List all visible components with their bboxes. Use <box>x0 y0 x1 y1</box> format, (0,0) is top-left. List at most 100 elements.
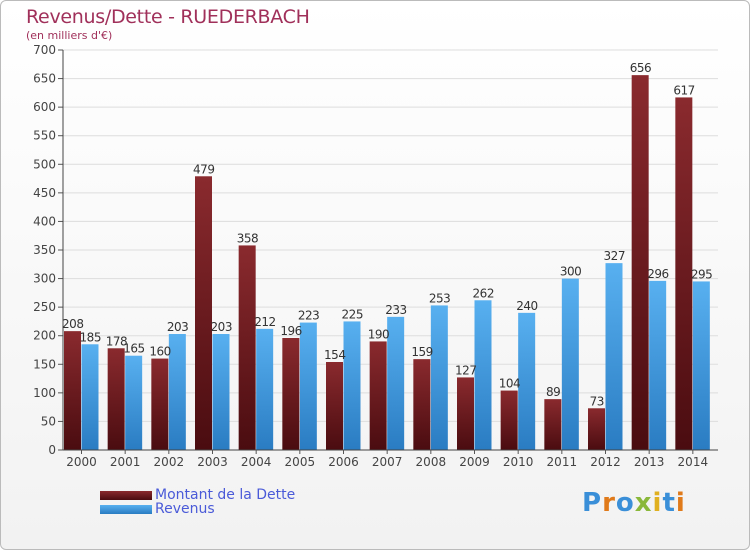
x-tick-label: 2002 <box>154 455 185 469</box>
legend-item-revenus: Revenus <box>100 501 215 517</box>
bar-revenus <box>212 334 230 450</box>
y-tick-label: 0 <box>48 443 56 457</box>
data-label-revenus: 296 <box>647 267 668 281</box>
x-tick-label: 2011 <box>547 455 578 469</box>
bar-debt <box>369 341 387 450</box>
legend-label-revenus: Revenus <box>155 501 215 517</box>
logo-letter: i <box>675 488 686 518</box>
data-label-debt: 178 <box>106 334 127 348</box>
bar-debt <box>64 331 81 450</box>
y-tick-label: 50 <box>41 414 56 428</box>
x-tick-label: 2009 <box>459 455 490 469</box>
bar-debt <box>238 245 256 450</box>
data-label-debt: 89 <box>546 385 560 399</box>
x-tick-label: 2003 <box>197 455 228 469</box>
bars <box>64 75 710 451</box>
bar-revenus <box>649 280 667 450</box>
data-label-revenus: 253 <box>429 291 450 305</box>
legend-swatch-revenus <box>100 504 152 514</box>
bar-debt <box>326 362 343 450</box>
y-tick-label: 200 <box>33 329 56 343</box>
data-label-revenus: 300 <box>560 265 581 279</box>
data-label-revenus: 203 <box>211 320 232 334</box>
data-label-revenus: 225 <box>342 307 363 321</box>
bar-revenus <box>256 328 274 450</box>
data-label-debt: 358 <box>237 231 258 245</box>
data-label-debt: 617 <box>673 83 694 97</box>
logo-letter: x <box>634 488 653 518</box>
y-tick-label: 100 <box>33 386 56 400</box>
y-tick-label: 450 <box>33 186 56 200</box>
legend-item-debt: Montant de la Dette <box>100 487 295 503</box>
legend-swatch-debt <box>100 490 152 500</box>
bar-revenus <box>692 281 710 450</box>
bar-revenus <box>81 344 99 450</box>
x-tick-label: 2006 <box>328 455 359 469</box>
data-label-debt: 127 <box>455 363 476 377</box>
bar-revenus <box>125 355 143 450</box>
data-label-revenus: 223 <box>298 309 319 323</box>
logo-letter: r <box>602 488 616 518</box>
y-tick-label: 500 <box>33 157 56 171</box>
y-tick-label: 550 <box>33 129 56 143</box>
y-tick-label: 300 <box>33 272 56 286</box>
bar-revenus <box>299 322 317 450</box>
data-label-debt: 196 <box>280 324 301 338</box>
bar-revenus <box>474 300 492 450</box>
data-label-revenus: 295 <box>691 267 712 281</box>
data-label-debt: 208 <box>62 317 83 331</box>
bar-revenus <box>430 305 448 450</box>
y-tick-label: 400 <box>33 214 56 228</box>
data-label-debt: 154 <box>324 348 345 362</box>
bar-debt <box>282 338 300 450</box>
y-tick-label: 150 <box>33 357 56 371</box>
bar-revenus <box>518 312 536 450</box>
proxiti-logo: Proxiti <box>582 488 686 518</box>
x-tick-label: 2001 <box>110 455 141 469</box>
bar-debt <box>675 97 693 450</box>
data-label-debt: 190 <box>368 327 389 341</box>
bar-debt <box>588 408 605 450</box>
bar-revenus <box>605 263 623 450</box>
bar-debt <box>195 176 212 451</box>
x-tick-label: 2004 <box>241 455 272 469</box>
data-label-debt: 160 <box>149 345 170 359</box>
logo-letter: P <box>582 488 603 518</box>
x-tick-label: 2008 <box>416 455 447 469</box>
x-tick-label: 2014 <box>678 455 709 469</box>
data-label-debt: 73 <box>590 394 604 408</box>
bar-debt <box>413 359 431 450</box>
bar-revenus <box>168 334 186 450</box>
y-tick-label: 600 <box>33 100 56 114</box>
bar-debt <box>500 390 518 450</box>
y-tick-label: 700 <box>33 43 56 57</box>
x-tick-label: 2000 <box>66 455 97 469</box>
chart-subtitle: (en milliers d'€) <box>26 29 113 42</box>
legend-label-debt: Montant de la Dette <box>155 487 296 503</box>
x-tick-label: 2013 <box>634 455 665 469</box>
data-label-debt: 479 <box>193 162 214 176</box>
data-label-revenus: 203 <box>167 320 188 334</box>
bar-revenus <box>387 316 405 450</box>
x-tick-label: 2007 <box>372 455 403 469</box>
data-label-debt: 104 <box>499 377 520 391</box>
logo-letter: o <box>615 488 635 518</box>
y-tick-label: 350 <box>33 243 56 257</box>
bar-debt <box>457 377 474 450</box>
data-label-revenus: 185 <box>80 330 101 344</box>
data-label-revenus: 212 <box>254 315 275 329</box>
data-label-debt: 159 <box>411 345 432 359</box>
chart-title: Revenus/Dette - RUEDERBACH <box>26 6 310 28</box>
logo-letter: i <box>652 488 663 518</box>
data-label-debt: 656 <box>630 61 651 75</box>
y-tick-label: 250 <box>33 300 56 314</box>
x-tick-label: 2005 <box>285 455 316 469</box>
x-tick-label: 2012 <box>590 455 621 469</box>
bar-revenus <box>561 278 579 450</box>
data-label-revenus: 165 <box>123 342 144 356</box>
data-label-revenus: 262 <box>473 286 494 300</box>
axes: 0 50 100 150 200 250 300 350 400 450 500 550 600 650 7… <box>33 43 718 469</box>
bar-revenus <box>343 321 361 450</box>
